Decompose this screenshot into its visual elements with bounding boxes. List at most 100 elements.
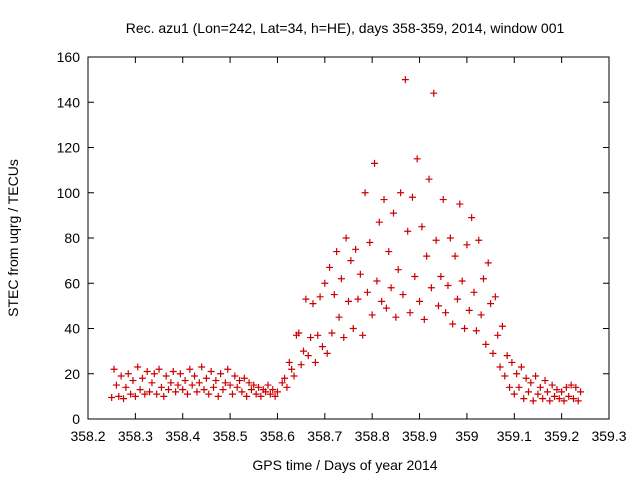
data-point [160,392,168,400]
data-point [397,189,405,197]
data-point [226,381,234,389]
data-point [496,363,504,371]
data-point [129,377,137,385]
data-point [273,388,281,396]
data-point [309,300,317,308]
x-tick-label: 359.2 [544,428,579,444]
data-point [307,334,315,342]
data-point [202,374,210,382]
data-point [257,392,265,400]
data-point [264,381,272,389]
data-point [186,365,194,373]
x-tick-label: 359.1 [497,428,532,444]
data-point [472,327,480,335]
data-point [529,397,537,405]
data-point [470,288,478,296]
data-point [233,383,241,391]
y-tick-label: 140 [57,94,81,110]
data-point [548,381,556,389]
data-point [321,279,329,287]
data-point [250,381,258,389]
data-point [394,266,402,274]
data-point [494,331,502,339]
data-point [501,372,509,380]
data-point [124,370,132,378]
data-point [349,325,357,332]
data-point [181,377,189,385]
data-point [283,383,291,391]
x-tick-label: 359 [455,428,479,444]
data-point [524,388,532,396]
data-point [245,379,253,387]
data-point [112,381,120,389]
data-point [136,386,144,394]
data-point [188,381,196,389]
data-point [543,388,551,396]
data-point [475,236,483,244]
data-point [418,223,426,231]
data-point [498,322,506,330]
data-point [382,304,390,312]
data-point [484,259,492,267]
x-axis: 358.2 358.3 358.4 358.5 358.6 358.7 358.8 358.9… [70,57,627,444]
chart-title: Rec. azu1 (Lon=242, Lat=34, h=HE), days … [126,20,565,36]
data-point [231,372,239,380]
data-point [153,390,161,398]
data-point [482,340,490,348]
data-point [148,379,156,387]
data-point [214,392,222,400]
data-point [146,388,154,396]
data-point [352,245,360,253]
data-point [461,325,469,332]
data-point [392,313,400,321]
data-point [193,388,201,396]
data-point [456,200,464,208]
data-point [427,284,435,292]
data-point [560,397,568,405]
data-point [520,395,528,403]
data-point [434,302,442,310]
data-point [378,297,386,305]
data-point [243,392,251,400]
data-point [555,395,563,403]
data-point [266,390,274,398]
data-point [562,383,570,391]
data-point [212,377,220,385]
data-point [361,189,369,197]
data-point [522,374,530,382]
data-point [558,388,566,396]
data-point [323,349,331,357]
data-point [401,76,409,84]
data-point [458,277,466,285]
data-point [117,372,125,380]
data-point [191,372,199,380]
y-tick-label: 100 [57,185,81,201]
data-point [517,363,525,371]
data-point [108,394,116,402]
data-point [569,395,577,403]
data-point [278,379,286,387]
data-point [437,272,445,280]
data-point [141,390,149,398]
data-point [551,392,559,400]
data-point [122,383,130,391]
data-point [359,331,367,339]
data-point [425,175,433,183]
data-point [115,392,123,400]
data-point [138,374,146,382]
data-point [463,241,471,249]
data-point [326,263,334,271]
data-point [247,386,255,394]
data-point [420,315,428,323]
y-tick-label: 60 [64,275,80,291]
x-tick-label: 359.3 [591,428,626,444]
data-point [399,291,407,299]
data-point [238,388,246,396]
data-point [477,311,485,319]
data-point [534,390,542,398]
data-point [468,214,476,222]
data-point [271,392,279,400]
x-tick-label: 358.5 [213,428,248,444]
x-tick-label: 358.4 [165,428,200,444]
